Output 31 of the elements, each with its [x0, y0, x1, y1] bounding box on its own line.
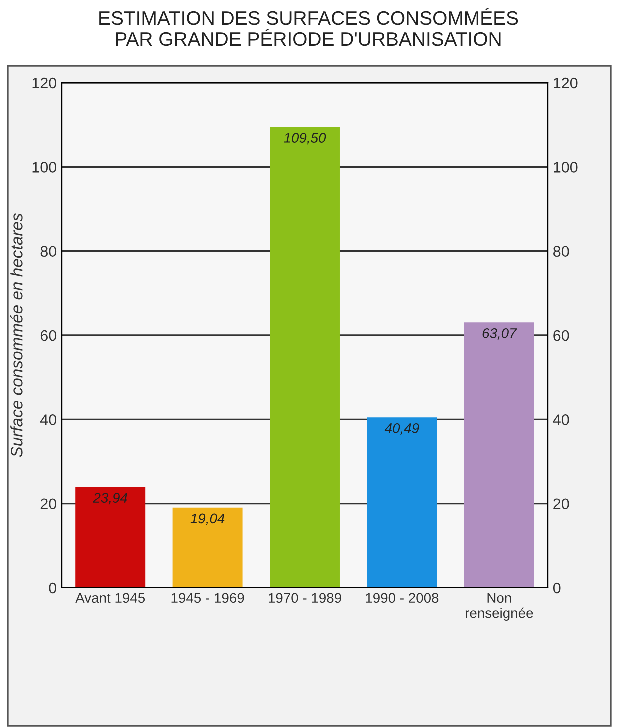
data-label: 63,07 [482, 328, 518, 340]
y2-tick-label: 0 [553, 582, 561, 594]
y2-tick-label: 100 [554, 162, 578, 173]
data-label: 109,50 [284, 133, 326, 145]
y-tick-label: 20 [40, 498, 57, 510]
y2-tick-label: 60 [554, 330, 570, 342]
bar [76, 487, 146, 588]
y-tick-label: 0 [49, 582, 57, 594]
y-tick-label: 60 [40, 330, 57, 342]
data-label: 23,94 [93, 493, 128, 505]
x-tick-label: 1990 - 2008 [366, 593, 439, 604]
y2-tick-label: 40 [553, 414, 570, 426]
bar [367, 418, 438, 588]
x-tick-label: Avant 1945 [76, 593, 146, 604]
x-tick-label: 1945 - 1969 [172, 593, 244, 604]
y2-tick-label: 80 [554, 246, 570, 258]
y-tick-label: 40 [40, 414, 57, 426]
y2-tick-label: 20 [554, 498, 570, 510]
x-tick-label: Non renseignée [466, 593, 534, 621]
x-tick-label: 1970 - 1989 [268, 593, 342, 604]
y-axis-title: Surface consommée en hectares [10, 214, 23, 458]
y2-tick-label: 120 [554, 78, 578, 89]
bar [172, 508, 243, 588]
bar [270, 127, 340, 588]
y-tick-label: 80 [40, 246, 57, 258]
bar [464, 322, 534, 588]
data-label: 19,04 [190, 514, 225, 526]
chart-title: ESTIMATION DES SURFACES CONSOMMÉES PAR GRANDE PÉRIODE D'URBANISATION [100, 8, 518, 46]
data-label: 40,49 [384, 424, 420, 436]
y-tick-label: 100 [32, 162, 57, 173]
y-tick-label: 120 [32, 78, 57, 89]
